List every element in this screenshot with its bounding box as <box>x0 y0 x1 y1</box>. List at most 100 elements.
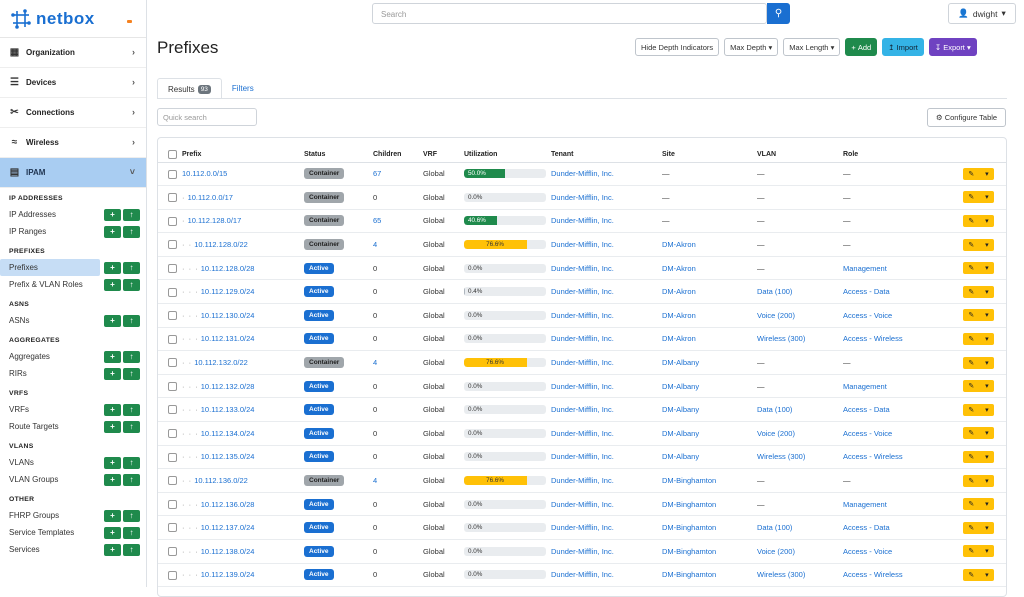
quick-add-button[interactable]: + <box>104 404 121 416</box>
quick-add-button[interactable]: + <box>104 474 121 486</box>
site-value[interactable]: DM-Akron <box>662 287 696 297</box>
quick-add-button[interactable]: + <box>104 527 121 539</box>
role-value[interactable]: Access - Wireless <box>843 452 903 462</box>
quick-import-button[interactable]: ↑ <box>123 368 140 380</box>
prefix-link[interactable]: 10.112.0.0/17 <box>187 192 233 202</box>
tab-results[interactable]: Results 93 <box>157 78 222 99</box>
sidebar-item-organization[interactable]: ▦ Organization › <box>0 38 146 68</box>
max-depth-dropdown[interactable]: Max Depth ▾ <box>724 38 779 56</box>
row-checkbox[interactable] <box>168 169 177 179</box>
role-value[interactable]: Access - Data <box>843 405 890 415</box>
import-button[interactable]: ↥ Import <box>882 38 924 56</box>
site-value[interactable]: DM-Binghamton <box>662 476 717 486</box>
tenant-link[interactable]: Dunder-Mifflin, Inc. <box>551 476 614 486</box>
quick-import-button[interactable]: ↑ <box>123 315 140 327</box>
edit-button[interactable]: ✎ ▾ <box>963 285 994 298</box>
add-button[interactable]: + Add <box>845 38 878 56</box>
column-header-utilization[interactable]: Utilization <box>464 148 551 163</box>
quick-add-button[interactable]: + <box>104 209 121 221</box>
tenant-link[interactable]: Dunder-Mifflin, Inc. <box>551 334 614 344</box>
sidebar-subitem-fhrp-groups[interactable]: FHRP Groups + ↑ <box>0 507 146 524</box>
sidebar-subitem-vrfs[interactable]: VRFs + ↑ <box>0 401 146 418</box>
children-count[interactable]: 4 <box>373 358 378 368</box>
tenant-link[interactable]: Dunder-Mifflin, Inc. <box>551 263 614 273</box>
sidebar-subitem-asns[interactable]: ASNs + ↑ <box>0 312 146 329</box>
column-header-children[interactable]: Children <box>373 148 423 163</box>
quick-add-button[interactable]: + <box>104 510 121 522</box>
column-header-site[interactable]: Site <box>662 148 757 163</box>
quick-import-button[interactable]: ↑ <box>123 226 140 238</box>
tenant-link[interactable]: Dunder-Mifflin, Inc. <box>551 310 614 320</box>
sidebar-subitem-vlan-groups[interactable]: VLAN Groups + ↑ <box>0 471 146 488</box>
tenant-link[interactable]: Dunder-Mifflin, Inc. <box>551 358 614 368</box>
column-header-vrf[interactable]: VRF <box>423 148 464 163</box>
vlan-value[interactable]: Wireless (300) <box>757 570 806 580</box>
row-checkbox[interactable] <box>168 547 177 557</box>
global-search-input[interactable]: Search <box>372 3 767 24</box>
edit-button[interactable]: ✎ ▾ <box>963 568 994 581</box>
quick-add-button[interactable]: + <box>104 421 121 433</box>
site-value[interactable]: DM-Albany <box>662 358 700 368</box>
prefix-link[interactable]: 10.112.131.0/24 <box>200 334 255 344</box>
prefix-link[interactable]: 10.112.133.0/24 <box>200 405 255 415</box>
tenant-link[interactable]: Dunder-Mifflin, Inc. <box>551 499 614 509</box>
row-checkbox[interactable] <box>168 499 177 509</box>
quick-import-button[interactable]: ↑ <box>123 527 140 539</box>
quick-add-button[interactable]: + <box>104 351 121 363</box>
sidebar-subitem-prefix-and-vlan-roles[interactable]: Prefix & VLAN Roles + ↑ <box>0 276 146 293</box>
sidebar-subitem-service-templates[interactable]: Service Templates + ↑ <box>0 524 146 541</box>
site-value[interactable]: DM-Akron <box>662 310 696 320</box>
role-value[interactable]: Access - Data <box>843 523 890 533</box>
edit-button[interactable]: ✎ ▾ <box>963 167 994 180</box>
vlan-value[interactable]: Data (100) <box>757 523 793 533</box>
prefix-link[interactable]: 10.112.136.0/22 <box>194 476 248 486</box>
prefix-link[interactable]: 10.112.128.0/17 <box>187 216 242 226</box>
edit-button[interactable]: ✎ ▾ <box>963 450 994 463</box>
children-count[interactable]: 4 <box>373 476 378 486</box>
column-header-tenant[interactable]: Tenant <box>551 148 662 163</box>
quick-import-button[interactable]: ↑ <box>123 510 140 522</box>
tenant-link[interactable]: Dunder-Mifflin, Inc. <box>551 523 614 533</box>
quick-add-button[interactable]: + <box>104 262 121 274</box>
vlan-value[interactable]: Wireless (300) <box>757 452 806 462</box>
quick-import-button[interactable]: ↑ <box>123 544 140 556</box>
tenant-link[interactable]: Dunder-Mifflin, Inc. <box>551 452 614 462</box>
role-value[interactable]: Access - Wireless <box>843 334 903 344</box>
sidebar-subitem-vlans[interactable]: VLANs + ↑ <box>0 454 146 471</box>
prefix-link[interactable]: 10.112.138.0/24 <box>200 546 255 556</box>
vlan-value[interactable]: Wireless (300) <box>757 334 806 344</box>
site-value[interactable]: DM-Binghamton <box>662 499 717 509</box>
role-value[interactable]: Management <box>843 499 887 509</box>
site-value[interactable]: DM-Albany <box>662 452 700 462</box>
search-button[interactable]: ⚲ <box>767 3 790 24</box>
site-value[interactable]: DM-Akron <box>662 240 696 250</box>
edit-button[interactable]: ✎ ▾ <box>963 403 994 416</box>
edit-button[interactable]: ✎ ▾ <box>963 309 994 322</box>
quick-add-button[interactable]: + <box>104 544 121 556</box>
row-checkbox[interactable] <box>168 287 177 297</box>
edit-button[interactable]: ✎ ▾ <box>963 238 994 251</box>
quick-import-button[interactable]: ↑ <box>123 474 140 486</box>
prefix-link[interactable]: 10.112.128.0/22 <box>194 240 248 250</box>
sidebar-subitem-prefixes[interactable]: Prefixes + ↑ <box>0 259 140 276</box>
prefix-link[interactable]: 10.112.128.0/28 <box>200 263 255 273</box>
row-checkbox[interactable] <box>168 452 177 462</box>
edit-button[interactable]: ✎ ▾ <box>963 356 994 369</box>
tenant-link[interactable]: Dunder-Mifflin, Inc. <box>551 192 614 202</box>
sidebar-subitem-rirs[interactable]: RIRs + ↑ <box>0 365 146 382</box>
row-checkbox[interactable] <box>168 429 177 439</box>
tab-filters[interactable]: Filters <box>231 84 254 93</box>
row-checkbox[interactable] <box>168 334 177 344</box>
row-checkbox[interactable] <box>168 311 177 321</box>
site-value[interactable]: DM-Albany <box>662 405 700 415</box>
sidebar-subitem-ip-ranges[interactable]: IP Ranges + ↑ <box>0 223 146 240</box>
row-checkbox[interactable] <box>168 216 177 226</box>
prefix-link[interactable]: 10.112.134.0/24 <box>200 428 255 438</box>
role-value[interactable]: Management <box>843 381 887 391</box>
row-checkbox[interactable] <box>168 193 177 203</box>
quick-add-button[interactable]: + <box>104 226 121 238</box>
role-value[interactable]: Access - Voice <box>843 428 893 438</box>
edit-button[interactable]: ✎ ▾ <box>963 380 994 393</box>
quick-add-button[interactable]: + <box>104 279 121 291</box>
column-header-role[interactable]: Role <box>843 148 963 163</box>
